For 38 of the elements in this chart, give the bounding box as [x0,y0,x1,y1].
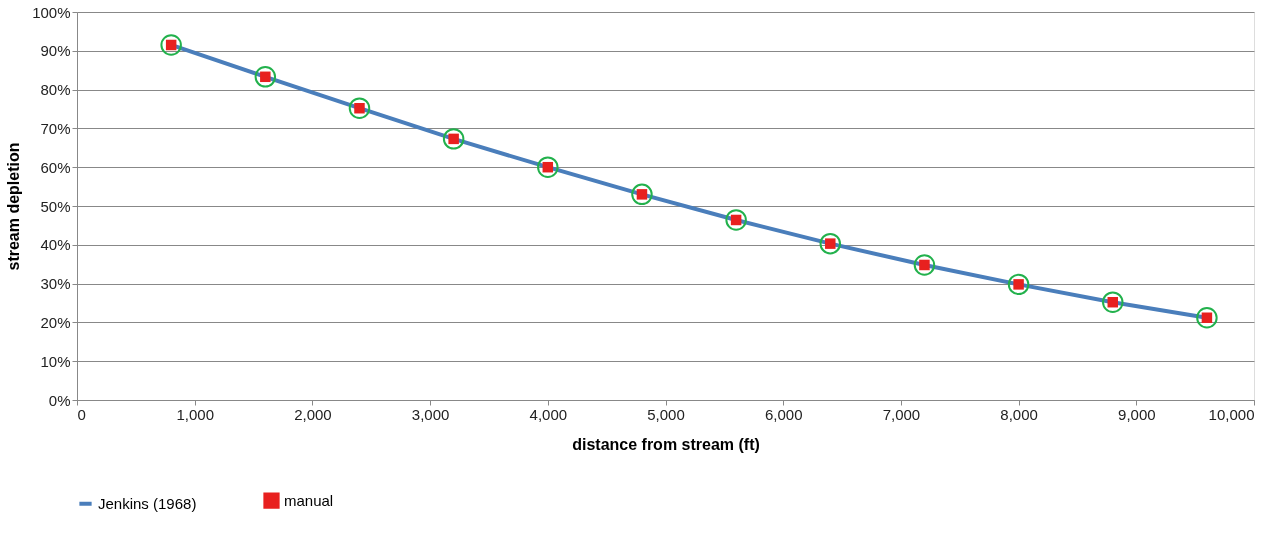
y-tick-label: 50% [40,197,71,215]
y-tick-label: 80% [40,81,71,99]
x-tick-label: 5,000 [647,405,685,423]
x-tick-label: 7,000 [882,405,921,423]
point [537,156,559,178]
y-tick-label: 40% [40,236,71,254]
x-tick-label: 10,000 [1208,405,1255,423]
y-tick-label: 90% [40,42,71,60]
x-tick-label: 2,000 [294,405,332,423]
y-tick-label: 20% [40,313,71,331]
point [160,34,182,56]
x-tick-label: 8,000 [1000,405,1038,423]
point [348,97,371,119]
x-tick-label: 6,000 [764,405,803,423]
point [1102,291,1124,313]
y-tick-label: 100% [32,3,71,21]
point [254,66,277,88]
x-axis-title: distance from stream (ft) [572,435,760,453]
y-axis-title: stream depletion [5,142,23,271]
x-tick-label: 9,000 [1118,405,1156,423]
point [725,209,747,231]
y-tick-label: 30% [40,275,71,293]
point [1196,307,1218,329]
y-tick-label: 10% [40,352,71,370]
point [819,232,842,255]
point [442,128,465,150]
point [913,254,936,276]
x-tick-label: 3,000 [411,405,450,423]
y-tick-label: 60% [40,158,71,176]
legend-label: manual [284,491,334,509]
y-tick-label: 0% [48,391,71,409]
x-tick-label: 1,000 [176,405,214,423]
point [1007,273,1030,296]
x-tick-label: 4,000 [529,405,568,423]
legend-label: Jenkins (1968) [98,494,197,512]
point [631,183,653,206]
x-tick-label: 0 [77,405,86,423]
y-tick-label: 70% [40,119,71,137]
